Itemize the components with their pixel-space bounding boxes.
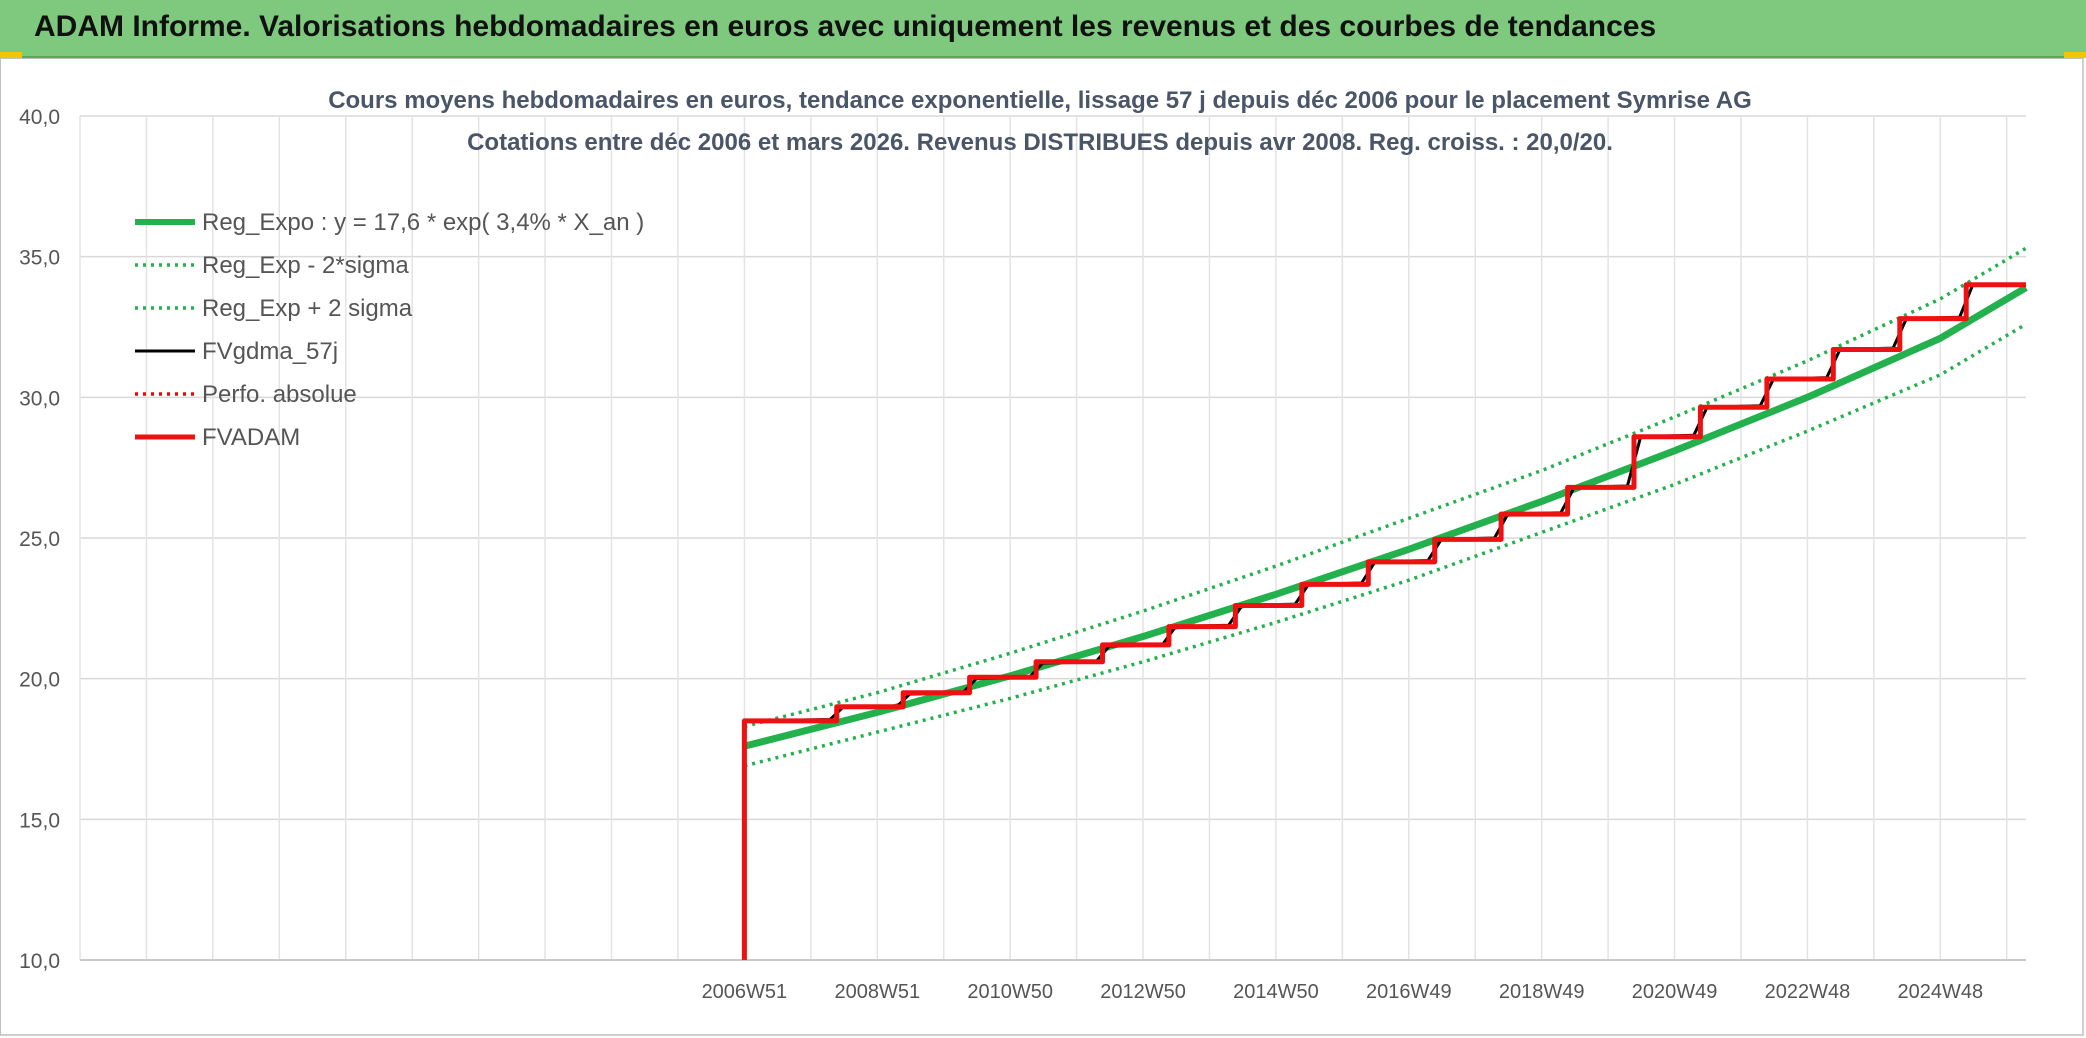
legend-label: FVADAM bbox=[202, 424, 300, 451]
x-tick-label: 2022W48 bbox=[1765, 981, 1851, 1003]
y-axis: 10,0 15,0 20,0 25,0 30,0 35,0 40,0 bbox=[19, 106, 60, 973]
x-tick-label: 2018W49 bbox=[1499, 981, 1585, 1003]
chart-legend: Reg_Expo : y = 17,6 * exp( 3,4% * X_an )… bbox=[135, 209, 644, 451]
x-tick-label: 2008W51 bbox=[834, 981, 920, 1003]
legend-label: Perfo. absolue bbox=[202, 381, 357, 408]
x-tick-label: 2012W50 bbox=[1100, 981, 1186, 1003]
corner-marker-left bbox=[0, 52, 22, 58]
legend-label: Reg_Exp - 2*sigma bbox=[202, 252, 409, 279]
series-layer bbox=[741, 246, 2028, 960]
series-line-1 bbox=[743, 322, 2027, 768]
chart-title: Cours moyens hebdomadaires en euros, ten… bbox=[328, 87, 1752, 114]
report-header: ADAM Informe. Valorisations hebdomadaire… bbox=[0, 0, 2086, 58]
y-tick-label: 40,0 bbox=[19, 106, 60, 129]
y-tick-label: 30,0 bbox=[19, 387, 60, 410]
x-tick-label: 2020W49 bbox=[1632, 981, 1718, 1003]
chart-grid bbox=[79, 115, 2026, 961]
y-tick-label: 20,0 bbox=[19, 669, 60, 692]
y-tick-label: 25,0 bbox=[19, 528, 60, 551]
x-tick-label: 2010W50 bbox=[967, 981, 1053, 1003]
series-line-5 bbox=[741, 282, 2026, 960]
y-tick-label: 10,0 bbox=[19, 950, 60, 973]
chart-frame bbox=[0, 58, 2084, 1036]
corner-marker-right bbox=[2064, 52, 2086, 58]
legend-label: Reg_Expo : y = 17,6 * exp( 3,4% * X_an ) bbox=[202, 209, 644, 236]
x-tick-label: 2006W51 bbox=[702, 981, 788, 1003]
chart-subtitle: Cotations entre déc 2006 et mars 2026. R… bbox=[467, 129, 1613, 156]
y-tick-label: 15,0 bbox=[19, 809, 60, 832]
y-tick-label: 35,0 bbox=[19, 247, 60, 270]
series-line-2 bbox=[743, 246, 2027, 729]
legend-label: Reg_Exp + 2 sigma bbox=[202, 295, 413, 322]
x-tick-label: 2024W48 bbox=[1897, 981, 1983, 1003]
legend-label: FVgdma_57j bbox=[202, 338, 338, 365]
x-tick-label: 2014W50 bbox=[1233, 981, 1319, 1003]
x-axis: 2006W51 2008W51 2010W50 2012W50 2014W50 2016W… bbox=[80, 959, 2026, 1003]
line-chart: 10,0 15,0 20,0 25,0 30,0 35,0 40,0 2006W51 2008… bbox=[19, 87, 2028, 1003]
x-tick-label: 2016W49 bbox=[1366, 981, 1452, 1003]
report-title: ADAM Informe. Valorisations hebdomadaire… bbox=[34, 10, 1657, 43]
